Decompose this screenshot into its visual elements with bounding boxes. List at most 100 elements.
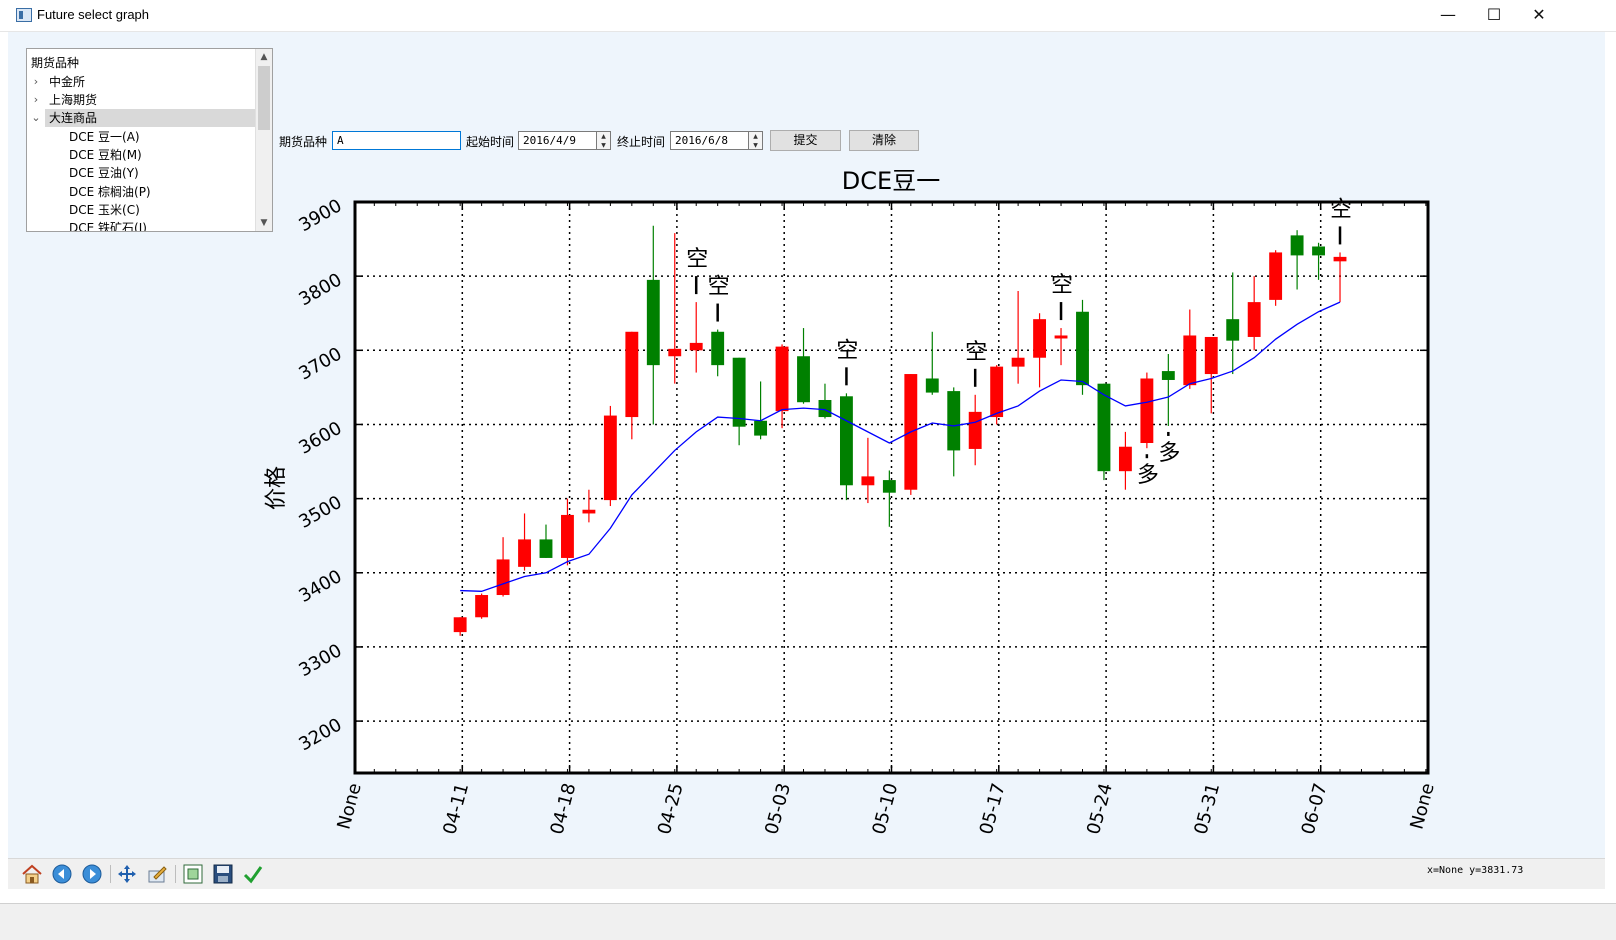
annotation-label: 空 [836,338,858,363]
start-date-label: 起始时间 [466,135,515,149]
candle-body [882,480,896,493]
annotation-label: 空 [686,247,708,272]
candle-body [582,509,596,514]
end-date-spinner[interactable]: ▲ ▼ [749,131,763,150]
candle-body [1333,256,1347,262]
maximize-button[interactable]: ☐ [1486,5,1502,24]
x-tick-label: 06-07 [1298,781,1332,837]
candle-body [1204,336,1218,375]
scroll-thumb[interactable] [258,66,270,130]
annotation-label: 空 [1330,197,1352,222]
zoom-icon[interactable] [182,863,204,885]
tree-item-dce[interactable]: 大连商品 [45,109,256,127]
candle-body [496,559,510,596]
tree-child-soymeal[interactable]: DCE 豆粕(M) [69,148,142,162]
x-tick-label: 05-17 [976,781,1010,837]
tree-item-shfe[interactable]: › 上海期货 [27,91,256,109]
candle-body [732,357,746,427]
candle-body [839,396,853,486]
toolbar-separator [175,865,176,883]
save-icon[interactable] [212,863,234,885]
candle-body [1054,335,1068,339]
candle-body [1033,319,1047,358]
window-bottom-strip [0,903,1616,940]
start-date-input[interactable]: 2016/4/9 [518,131,597,150]
candle-body [625,331,639,418]
x-tick-label: 05-10 [869,781,903,837]
x-tick-label: 04-18 [547,781,581,837]
tree-scrollbar[interactable]: ▲ ▼ [255,49,272,231]
y-tick-label: 3200 [295,714,345,755]
title-bar: Future select graph — ☐ ✕ [0,0,1616,32]
candle-body [561,514,574,558]
minimize-button[interactable]: — [1440,5,1456,24]
annotation-label: 空 [965,340,987,365]
tree-child-soyoil[interactable]: DCE 豆油(Y) [69,166,139,180]
forward-icon[interactable] [81,863,103,885]
y-axis-label: 价格 [264,466,289,510]
chart-title: DCE豆一 [842,167,940,195]
y-tick-label: 3800 [295,269,345,310]
symbol-input[interactable]: A [332,131,461,150]
candle-body [1226,319,1240,341]
end-date-label: 终止时间 [617,135,666,149]
candle-body [475,595,489,618]
candle-body [797,356,810,403]
start-date-spinner[interactable]: ▲ ▼ [597,131,611,150]
candle-body [1011,357,1025,367]
y-tick-label: 3600 [295,418,345,459]
x-tick-label: 04-11 [439,781,473,837]
close-button[interactable]: ✕ [1532,5,1546,24]
clear-button[interactable]: 清除 [849,130,919,151]
candle-body [518,539,531,567]
tree-child-corn[interactable]: DCE 玉米(C) [69,203,140,217]
tree-item-cffex[interactable]: › 中金所 [27,73,256,91]
scroll-down-icon[interactable]: ▼ [260,218,268,228]
x-tick-label: None [333,781,365,832]
cursor-coordinates: x=None y=3831.73 [1427,865,1524,876]
chevron-right-icon[interactable]: › [33,93,39,106]
plot-area: 3200 3300 3400 3500 3600 3700 3800 3900 None 04-1… [295,195,1439,837]
candle-body [947,391,961,451]
pan-icon[interactable] [116,863,138,885]
submit-button[interactable]: 提交 [770,130,841,151]
candle-body [1118,446,1132,472]
y-tick-label: 3500 [295,492,345,533]
futures-tree[interactable]: 期货品种 › 中金所 › 上海期货 大连商品 ⌄ DCE 豆一(A) DCE 豆… [26,48,273,232]
candle-body [1269,252,1283,300]
chevron-right-icon[interactable]: › [33,75,39,88]
candle-body [646,279,660,366]
candle-body [1183,335,1197,386]
check-icon[interactable] [242,863,264,885]
tree-child-ironore[interactable]: DCE 铁矿石(I) [69,221,147,232]
navigation-toolbar: x=None y=3831.73 [8,858,1605,889]
candle-body [453,617,467,633]
candle-body [861,476,875,486]
candle-body [603,415,617,501]
candle-body [539,539,553,558]
candle-body [925,378,939,393]
end-date-input[interactable]: 2016/6/8 [670,131,749,150]
configure-icon[interactable] [146,863,168,885]
y-tick-label: 3700 [295,343,345,384]
candle-body [1290,235,1304,256]
y-tick-label: 3300 [295,640,345,681]
scroll-up-icon[interactable]: ▲ [260,52,268,62]
candle-body [1076,311,1089,386]
y-tick-label: 3400 [295,566,345,607]
candle-body [1312,246,1325,256]
annotation-label: 多 [1137,463,1159,488]
tree-child-palmoil[interactable]: DCE 棕榈油(P) [69,185,151,199]
back-icon[interactable] [51,863,73,885]
candle-body [754,420,768,436]
chevron-down-icon[interactable]: ⌄ [31,111,41,124]
candle-body [1161,371,1175,380]
home-icon[interactable] [21,863,43,885]
candle-body [1097,383,1111,472]
y-tick-label: 3900 [295,195,345,236]
x-tick-label: 04-25 [654,781,688,837]
x-tick-label: 05-03 [761,781,795,837]
tree-child-soybean1[interactable]: DCE 豆一(A) [69,130,140,144]
candle-body [711,331,725,366]
